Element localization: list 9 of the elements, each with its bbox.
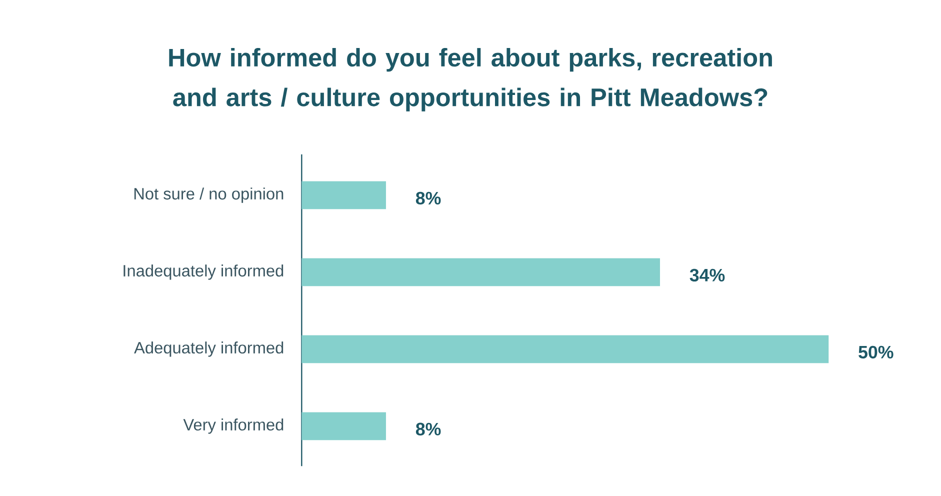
- chart-title: How informed do you feel about parks, recreation and arts / culture opportunities in Pitt Meadows?: [169, 48, 772, 112]
- data-label: 8%: [416, 422, 441, 436]
- y-tick-label: Not sure / no opinion: [134, 188, 284, 203]
- y-tick-label: Adequately informed: [134, 342, 284, 357]
- data-label: 34%: [690, 268, 725, 282]
- data-label: 8%: [416, 192, 441, 204]
- y-tick-label: Very informed: [183, 418, 284, 434]
- y-tick-label: Inadequately informed: [124, 264, 284, 280]
- data-label: 50%: [858, 346, 894, 358]
